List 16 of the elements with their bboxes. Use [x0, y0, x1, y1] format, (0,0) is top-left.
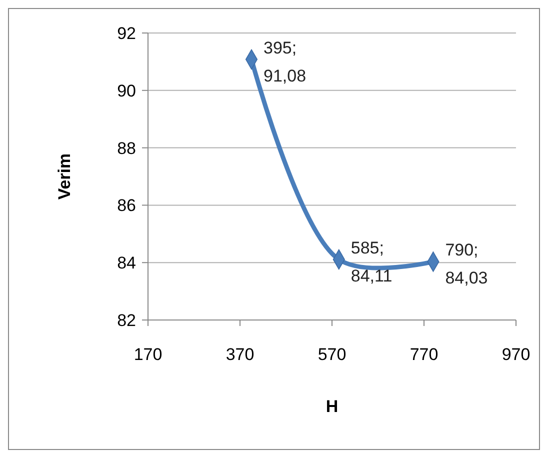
- y-tick-label: 88: [117, 138, 136, 158]
- data-label: 790; 84,03: [445, 240, 488, 288]
- y-tick-label: 86: [117, 196, 136, 216]
- data-label: 585; 84,11: [350, 238, 392, 286]
- y-tick-label: 92: [117, 24, 136, 43]
- x-tick-label: 370: [226, 345, 254, 364]
- y-tick-label: 90: [117, 81, 136, 100]
- x-tick-label: 570: [318, 345, 346, 364]
- x-axis-title: H: [326, 397, 338, 416]
- x-tick-label: 170: [134, 345, 162, 364]
- data-label: 395; 91,08: [264, 38, 306, 86]
- y-tick-label: 84: [117, 254, 136, 273]
- x-tick-label: 770: [410, 345, 438, 364]
- y-tick-label: 82: [117, 310, 136, 330]
- y-axis-title: Verim: [55, 153, 74, 200]
- x-tick-label: 970: [502, 345, 530, 364]
